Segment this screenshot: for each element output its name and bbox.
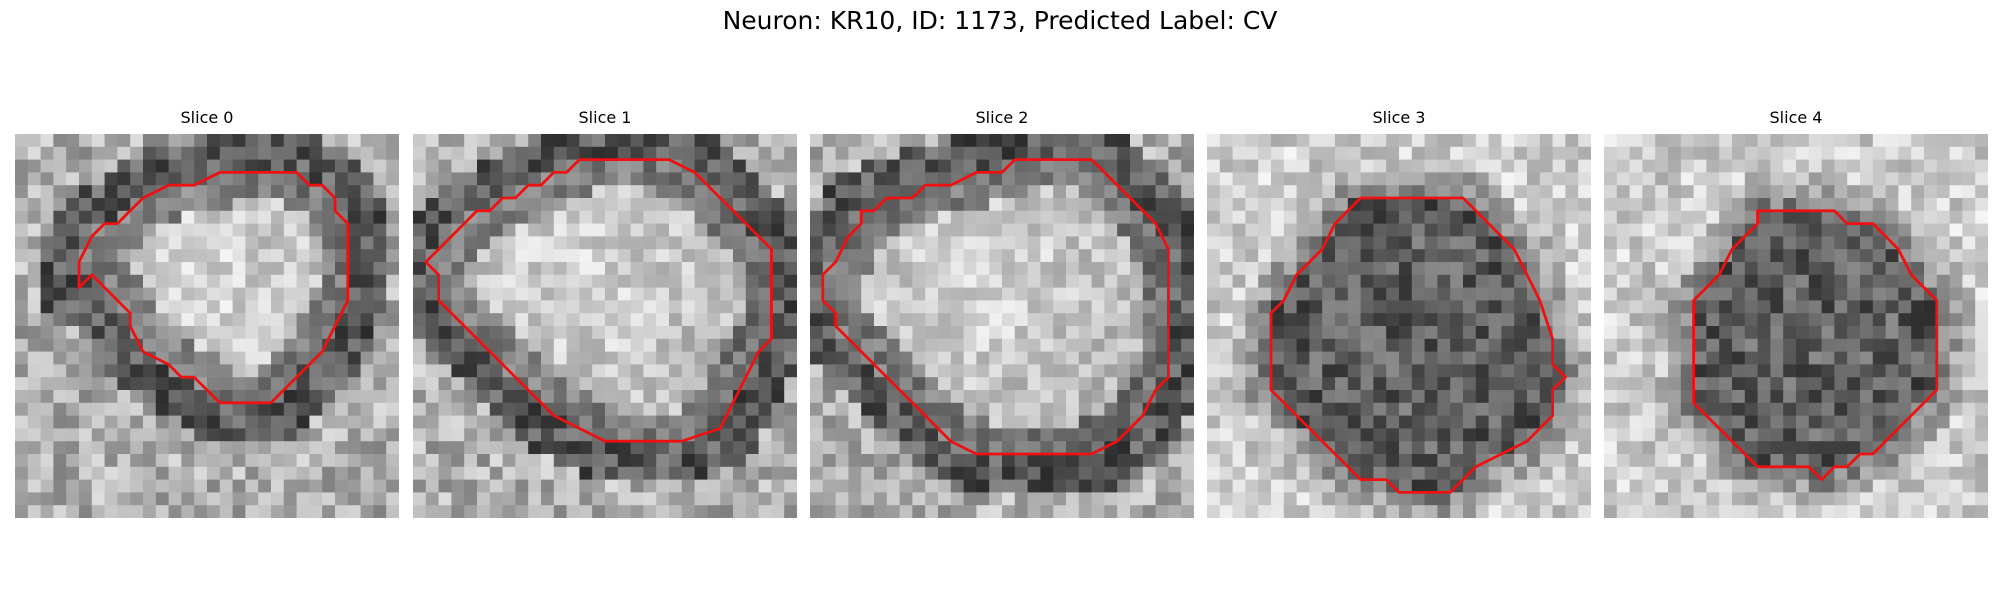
roi-contour (821, 158, 1170, 456)
slice-image (1207, 134, 1591, 518)
slice-title: Slice 2 (975, 108, 1029, 127)
pixel-mosaic (15, 134, 399, 518)
roi-contour (424, 158, 773, 443)
slice-title: Slice 3 (1372, 108, 1426, 127)
slice-panel-1: Slice 1 (413, 108, 797, 518)
pixel-mosaic (1604, 134, 1988, 518)
slice-panel-2: Slice 2 (810, 108, 1194, 518)
pixel-mosaic (413, 134, 797, 518)
pixel-mosaic (810, 134, 1194, 518)
roi-contour (1269, 196, 1567, 494)
slice-panel-4: Slice 4 (1604, 108, 1988, 518)
slice-panel-0: Slice 0 (15, 108, 399, 518)
roi-contour (77, 170, 350, 405)
slice-title: Slice 1 (578, 108, 632, 127)
slice-image (413, 134, 797, 518)
roi-contour (1692, 209, 1939, 482)
slice-image (1604, 134, 1988, 518)
slice-image (810, 134, 1194, 518)
slice-title: Slice 4 (1769, 108, 1823, 127)
pixel-mosaic (1207, 134, 1591, 518)
figure-title: Neuron: KR10, ID: 1173, Predicted Label:… (722, 6, 1278, 35)
slice-image (15, 134, 399, 518)
slice-title: Slice 0 (180, 108, 234, 127)
slice-panel-3: Slice 3 (1207, 108, 1591, 518)
